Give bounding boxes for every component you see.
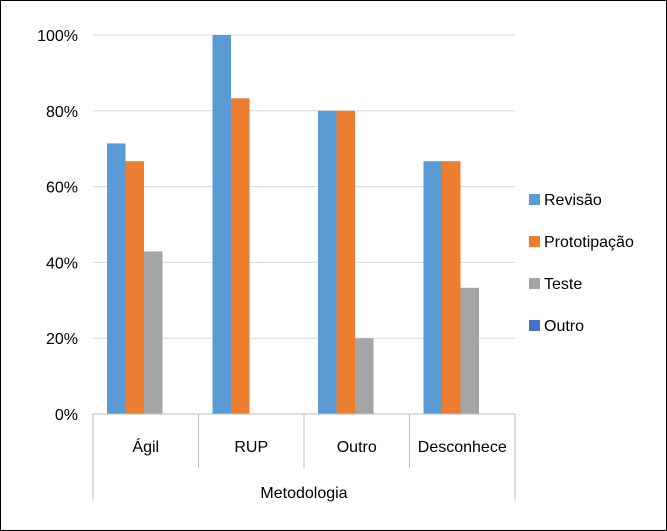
bar-prototipação-4 bbox=[442, 161, 461, 414]
bar-teste-4 bbox=[460, 287, 479, 414]
y-tick-label: 100% bbox=[37, 28, 78, 45]
x-axis-title: Metodologia bbox=[260, 485, 347, 502]
y-tick-label: 80% bbox=[46, 104, 78, 121]
y-tick-label: 40% bbox=[46, 255, 78, 272]
y-tick-label: 20% bbox=[46, 331, 78, 348]
x-tick-label: RUP bbox=[234, 439, 268, 456]
legend-swatch bbox=[529, 194, 540, 205]
x-tick-label: Desconhece bbox=[418, 439, 507, 456]
y-tick-label: 0% bbox=[55, 407, 78, 424]
x-tick-label: Outro bbox=[337, 439, 377, 456]
bar-prototipação-2 bbox=[231, 98, 250, 414]
y-axis-tick-labels: 0% 20% 40% 60% 80% 100% bbox=[37, 28, 78, 424]
x-axis bbox=[92, 413, 516, 500]
legend-swatch bbox=[529, 236, 540, 247]
legend-label: Revisão bbox=[544, 192, 602, 209]
bar-teste-3 bbox=[355, 338, 374, 414]
y-tick-label: 60% bbox=[46, 180, 78, 197]
legend-label: Teste bbox=[544, 276, 582, 293]
legend: Revisão Prototipação Teste Outro bbox=[529, 192, 634, 335]
bar-prototipação-3 bbox=[336, 110, 355, 415]
bar-teste-1 bbox=[144, 251, 163, 414]
legend-swatch bbox=[529, 278, 540, 289]
bar-revisão-4 bbox=[423, 161, 442, 414]
x-tick-label: Ágil bbox=[132, 437, 159, 456]
legend-label: Prototipação bbox=[544, 234, 634, 251]
bar-revisão-1 bbox=[107, 143, 126, 415]
legend-swatch bbox=[529, 320, 540, 331]
bars bbox=[107, 35, 479, 415]
bar-prototipação-1 bbox=[125, 161, 144, 414]
bar-revisão-2 bbox=[212, 35, 231, 414]
bar-revisão-3 bbox=[318, 110, 337, 415]
x-axis-tick-labels: Ágil RUP Outro Desconhece bbox=[132, 437, 506, 456]
legend-label: Outro bbox=[544, 318, 584, 335]
